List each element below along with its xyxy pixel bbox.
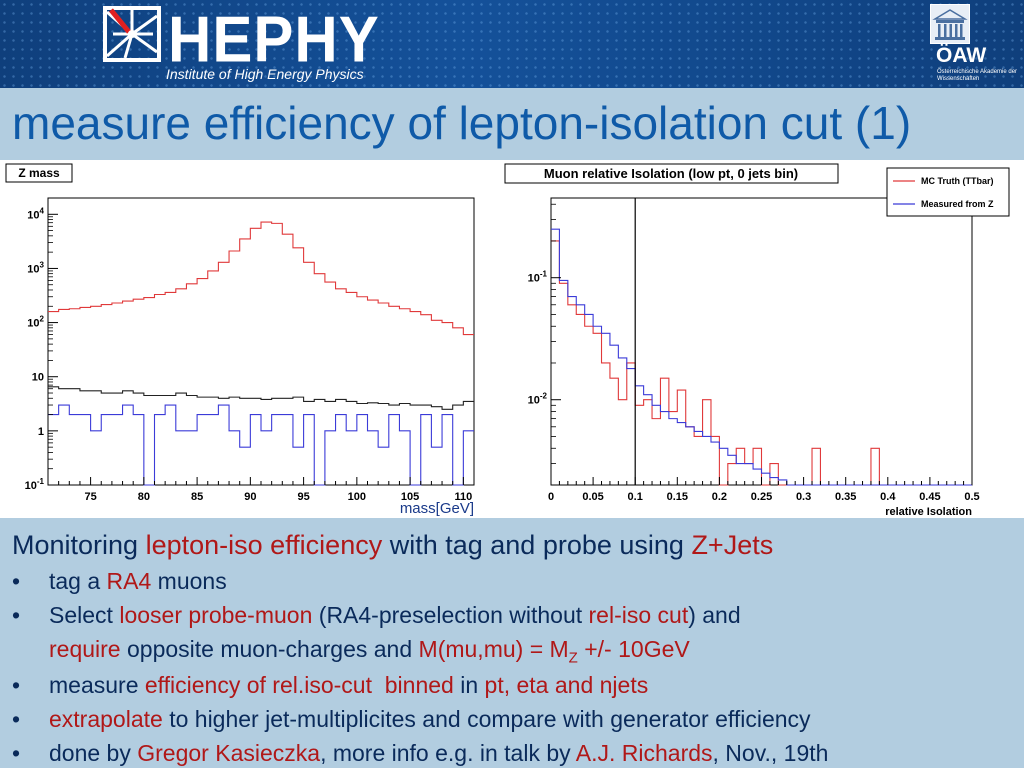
bullet-icon: • xyxy=(12,740,21,766)
bullet-text: in xyxy=(453,672,485,698)
z-mass-series-red xyxy=(48,221,474,336)
isolation-legend-box xyxy=(886,167,1010,217)
bullet-icon: • xyxy=(12,602,21,628)
isolation-x-tick-label: 0.2 xyxy=(712,491,727,503)
bullet-text: , more info e.g. in talk by xyxy=(320,740,576,766)
hephy-logo-icon xyxy=(103,6,161,62)
lead-highlight: Z+Jets xyxy=(691,530,774,560)
bullet-text: opposite muon-charges and xyxy=(120,636,419,662)
z-mass-x-tick-label: 100 xyxy=(348,491,366,503)
bullet-highlight: pt, eta and njets xyxy=(484,672,649,698)
z-mass-x-tick-label: 90 xyxy=(244,491,256,503)
bullet-highlight: require xyxy=(49,636,121,662)
bullet-text: to higher jet-multiplicites and compare … xyxy=(162,706,811,732)
isolation-x-tick-label: 0.45 xyxy=(919,491,940,503)
z-mass-y-tick-label: 103 xyxy=(27,260,44,275)
isolation-x-tick-label: 0.25 xyxy=(751,491,772,503)
z-mass-title-box xyxy=(5,163,73,183)
z-mass-y-tick-label: 102 xyxy=(27,315,44,330)
z-mass-series-black xyxy=(48,386,474,410)
lead-text: Monitoring xyxy=(12,530,146,560)
z-mass-y-tick-label: 1 xyxy=(38,426,44,438)
lead-highlight: lepton-iso efficiency xyxy=(145,530,383,560)
bullet-text: ) and xyxy=(688,602,741,628)
isolation-y-tick-label: 10-1 xyxy=(528,270,548,285)
isolation-series-blue xyxy=(551,228,972,486)
lead-text: with tag and probe using xyxy=(382,530,692,560)
isolation-x-tick-label: 0.3 xyxy=(796,491,811,503)
bullet-text: (RA4-preselection without xyxy=(312,602,589,628)
bullet-highlight: Gregor Kasieczka xyxy=(137,740,321,766)
charts-panel: Z mass 75 80 85 90 95 100 105 110 10-1 1 10 102 103 10… xyxy=(0,160,1024,518)
oaw-logo-text: ÖAW xyxy=(936,44,987,67)
hephy-logo-subtitle: Institute of High Energy Physics xyxy=(166,66,364,82)
bullet-icon: • xyxy=(12,672,21,698)
isolation-frame xyxy=(550,197,973,486)
isolation-x-tick-label: 0.35 xyxy=(835,491,856,503)
isolation-series-red xyxy=(551,240,972,486)
bullet-text: Select xyxy=(49,602,120,628)
isolation-x-tick-label: 0.5 xyxy=(964,491,979,503)
z-mass-x-tick-label: 75 xyxy=(84,491,96,503)
bullet-text: , Nov., 19th xyxy=(712,740,829,766)
bullet-highlight: rel-iso cut xyxy=(588,602,689,628)
oaw-building-icon xyxy=(930,4,970,44)
bullet-highlight: looser probe-muon xyxy=(119,602,313,628)
bullet-text: measure xyxy=(49,672,145,698)
isolation-x-tick-label: 0.1 xyxy=(628,491,643,503)
bullet-icon: • xyxy=(12,568,21,594)
z-mass-y-tick-label: 104 xyxy=(27,206,44,221)
isolation-x-axis-label: relative Isolation xyxy=(885,506,972,518)
z-mass-x-tick-label: 95 xyxy=(297,491,309,503)
bullet-icon: • xyxy=(12,706,21,732)
z-mass-frame xyxy=(47,197,475,486)
bullet-text: muons xyxy=(151,568,227,594)
z-mass-x-tick-label: 85 xyxy=(191,491,203,503)
header-background-pattern xyxy=(0,0,1024,88)
bullet-highlight: efficiency of rel.iso-cut binned xyxy=(144,672,454,698)
isolation-y-tick-label: 10-2 xyxy=(528,392,548,407)
z-mass-series-blue xyxy=(48,404,474,486)
slide-title: measure efficiency of lepton-isolation c… xyxy=(12,97,912,149)
lead-line: Monitoring lepton-iso efficiency with ta… xyxy=(12,530,773,561)
bullet-highlight: M(mu,mu) = M xyxy=(418,636,569,662)
isolation-x-tick-label: 0.15 xyxy=(667,491,688,503)
z-mass-x-axis-label: mass[GeV] xyxy=(400,500,474,517)
bullet-subscript: Z xyxy=(568,649,578,667)
legend-entry-label: MC Truth (TTbar) xyxy=(921,176,994,186)
z-mass-x-tick-label: 105 xyxy=(401,491,419,503)
bullet-highlight: extrapolate xyxy=(49,706,163,732)
z-mass-y-tick-label: 10 xyxy=(32,372,44,384)
z-mass-title: Z mass xyxy=(18,166,60,180)
bullet-highlight: RA4 xyxy=(106,568,152,594)
z-mass-y-tick-label: 10-1 xyxy=(25,477,45,492)
oaw-logo-subtitle: Österreichische Akademie der Wissenschaf… xyxy=(937,69,1018,82)
isolation-x-tick-label: 0 xyxy=(548,491,554,503)
bullet-text: done by xyxy=(49,740,138,766)
z-mass-x-tick-label: 80 xyxy=(138,491,150,503)
isolation-x-tick-label: 0.05 xyxy=(582,491,603,503)
isolation-x-tick-label: 0.4 xyxy=(880,491,896,503)
bullet-highlight: +/- 10GeV xyxy=(577,636,690,662)
z-mass-x-tick-label: 110 xyxy=(454,491,472,503)
isolation-title-box xyxy=(504,163,839,184)
isolation-title: Muon relative Isolation (low pt, 0 jets … xyxy=(544,166,798,181)
slide-header: HEPHY Institute of High Energy Physics Ö… xyxy=(0,0,1024,88)
bullet-text: tag a xyxy=(49,568,107,594)
legend-entry-label: Measured from Z xyxy=(921,199,994,209)
hephy-logo-text: HEPHY xyxy=(168,3,380,76)
bullet-highlight: A.J. Richards xyxy=(575,740,713,766)
